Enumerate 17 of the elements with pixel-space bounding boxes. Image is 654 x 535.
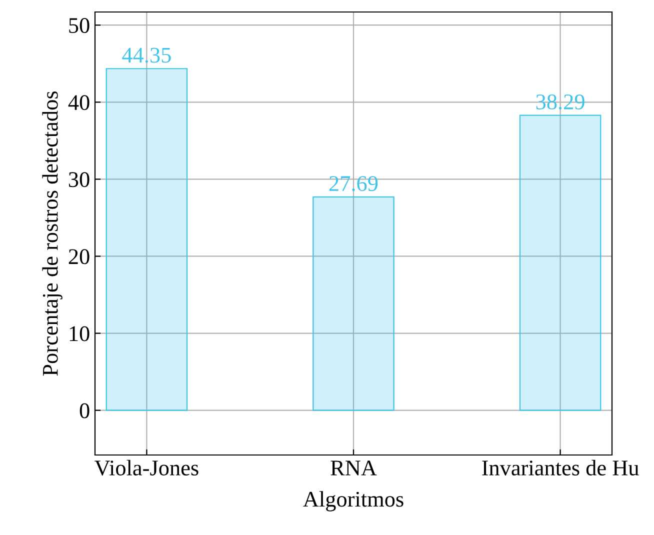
bar [519, 114, 602, 411]
y-tick-label: 30 [68, 172, 90, 188]
y-tick-label: 40 [68, 95, 90, 110]
data-label: 44.35 [122, 48, 171, 63]
data-label: 27.69 [329, 176, 378, 192]
y-tick-label: 20 [68, 249, 90, 264]
y-tick-label: 50 [69, 18, 90, 34]
y-tick-label: 0 [80, 403, 90, 418]
x-tick-label: Invariantes de Hu [482, 460, 639, 476]
x-tick-label: Viola-Jones [94, 460, 198, 476]
y-axis-title: Porcentaje de rostros detectados [42, 91, 62, 376]
data-label: 38.29 [536, 94, 584, 110]
x-axis-title: Algoritmos [303, 491, 404, 512]
bar [106, 68, 188, 411]
y-tick-label: 10 [70, 326, 90, 342]
x-tick-label: RNA [330, 460, 377, 476]
bar [312, 196, 394, 411]
